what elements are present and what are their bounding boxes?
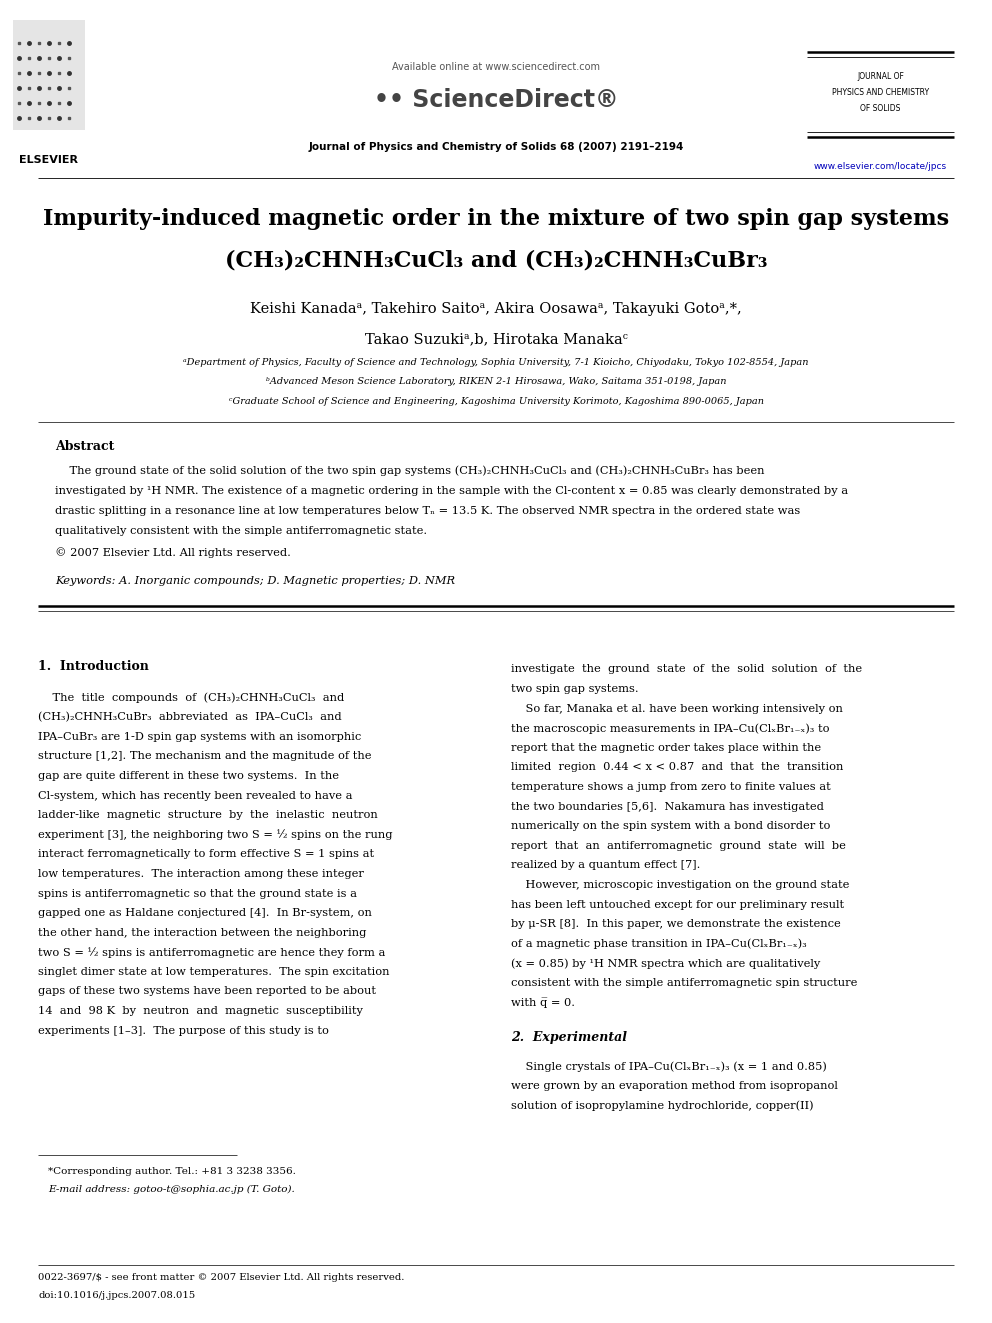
Text: singlet dimer state at low temperatures.  The spin excitation: singlet dimer state at low temperatures.… <box>38 967 390 976</box>
Text: of a magnetic phase transition in IPA–Cu(ClₓBr₁₋ₓ)₃: of a magnetic phase transition in IPA–Cu… <box>511 939 806 950</box>
Text: ᶜGraduate School of Science and Engineering, Kagoshima University Korimoto, Kago: ᶜGraduate School of Science and Engineer… <box>228 397 764 406</box>
Text: www.elsevier.com/locate/jpcs: www.elsevier.com/locate/jpcs <box>814 161 947 171</box>
Text: structure [1,2]. The mechanism and the magnitude of the: structure [1,2]. The mechanism and the m… <box>38 751 371 761</box>
Text: E-mail address: gotoo-t@sophia.ac.jp (T. Goto).: E-mail address: gotoo-t@sophia.ac.jp (T.… <box>48 1185 295 1195</box>
Text: IPA–CuBr₃ are 1-D spin gap systems with an isomorphic: IPA–CuBr₃ are 1-D spin gap systems with … <box>38 732 361 742</box>
Text: low temperatures.  The interaction among these integer: low temperatures. The interaction among … <box>38 869 364 878</box>
Text: (x = 0.85) by ¹H NMR spectra which are qualitatively: (x = 0.85) by ¹H NMR spectra which are q… <box>511 958 820 968</box>
Text: The  title  compounds  of  (CH₃)₂CHNH₃CuCl₃  and: The title compounds of (CH₃)₂CHNH₃CuCl₃ … <box>38 692 344 703</box>
Text: the two boundaries [5,6].  Nakamura has investigated: the two boundaries [5,6]. Nakamura has i… <box>511 802 824 812</box>
Text: JOURNAL OF: JOURNAL OF <box>857 71 904 81</box>
Text: gap are quite different in these two systems.  In the: gap are quite different in these two sys… <box>38 771 339 781</box>
Text: So far, Manaka et al. have been working intensively on: So far, Manaka et al. have been working … <box>511 704 843 713</box>
Text: PHYSICS AND CHEMISTRY: PHYSICS AND CHEMISTRY <box>832 89 930 97</box>
Text: solution of isopropylamine hydrochloride, copper(II): solution of isopropylamine hydrochloride… <box>511 1101 813 1111</box>
Text: qualitatively consistent with the simple antiferromagnetic state.: qualitatively consistent with the simple… <box>55 527 428 537</box>
Text: drastic splitting in a resonance line at low temperatures below Tₙ = 13.5 K. The: drastic splitting in a resonance line at… <box>55 505 801 516</box>
Text: experiments [1–3].  The purpose of this study is to: experiments [1–3]. The purpose of this s… <box>38 1025 329 1036</box>
Text: by μ-SR [8].  In this paper, we demonstrate the existence: by μ-SR [8]. In this paper, we demonstra… <box>511 919 841 929</box>
Text: © 2007 Elsevier Ltd. All rights reserved.: © 2007 Elsevier Ltd. All rights reserved… <box>55 546 291 558</box>
Text: (CH₃)₂CHNH₃CuCl₃ and (CH₃)₂CHNH₃CuBr₃: (CH₃)₂CHNH₃CuCl₃ and (CH₃)₂CHNH₃CuBr₃ <box>225 250 767 273</box>
Text: has been left untouched except for our preliminary result: has been left untouched except for our p… <box>511 900 844 910</box>
Text: the other hand, the interaction between the neighboring: the other hand, the interaction between … <box>38 927 366 938</box>
Text: realized by a quantum effect [7].: realized by a quantum effect [7]. <box>511 860 700 871</box>
Text: However, microscopic investigation on the ground state: However, microscopic investigation on th… <box>511 880 849 890</box>
Text: Available online at www.sciencedirect.com: Available online at www.sciencedirect.co… <box>392 62 600 71</box>
Text: The ground state of the solid solution of the two spin gap systems (CH₃)₂CHNH₃Cu: The ground state of the solid solution o… <box>55 464 765 475</box>
Text: interact ferromagnetically to form effective S = 1 spins at: interact ferromagnetically to form effec… <box>38 849 374 860</box>
Text: (CH₃)₂CHNH₃CuBr₃  abbreviated  as  IPA–CuCl₃  and: (CH₃)₂CHNH₃CuBr₃ abbreviated as IPA–CuCl… <box>38 712 341 722</box>
Text: investigate  the  ground  state  of  the  solid  solution  of  the: investigate the ground state of the soli… <box>511 664 862 675</box>
Text: ᵇAdvanced Meson Science Laboratory, RIKEN 2-1 Hirosawa, Wako, Saitama 351-0198, : ᵇAdvanced Meson Science Laboratory, RIKE… <box>266 377 726 386</box>
Text: report that the magnetic order takes place within the: report that the magnetic order takes pla… <box>511 744 821 753</box>
Text: investigated by ¹H NMR. The existence of a magnetic ordering in the sample with : investigated by ¹H NMR. The existence of… <box>55 486 848 496</box>
Text: gapped one as Haldane conjectured [4].  In Br-system, on: gapped one as Haldane conjectured [4]. I… <box>38 908 372 918</box>
Text: two S = ½ spins is antiferromagnetic are hence they form a: two S = ½ spins is antiferromagnetic are… <box>38 947 385 958</box>
Text: Abstract: Abstract <box>55 441 114 452</box>
Text: numerically on the spin system with a bond disorder to: numerically on the spin system with a bo… <box>511 822 830 831</box>
Text: spins is antiferromagnetic so that the ground state is a: spins is antiferromagnetic so that the g… <box>38 889 357 898</box>
Text: consistent with the simple antiferromagnetic spin structure: consistent with the simple antiferromagn… <box>511 978 857 988</box>
Text: with q̅ = 0.: with q̅ = 0. <box>511 998 575 1008</box>
Text: ELSEVIER: ELSEVIER <box>19 155 77 165</box>
Text: Keishi Kanadaᵃ, Takehiro Saitoᵃ, Akira Oosawaᵃ, Takayuki Gotoᵃ,*,: Keishi Kanadaᵃ, Takehiro Saitoᵃ, Akira O… <box>250 302 742 316</box>
Text: the macroscopic measurements in IPA–Cu(ClₓBr₁₋ₓ)₃ to: the macroscopic measurements in IPA–Cu(C… <box>511 724 829 734</box>
Text: 2.  Experimental: 2. Experimental <box>511 1032 627 1044</box>
Text: temperature shows a jump from zero to finite values at: temperature shows a jump from zero to fi… <box>511 782 830 792</box>
Text: Impurity-induced magnetic order in the mixture of two spin gap systems: Impurity-induced magnetic order in the m… <box>43 208 949 230</box>
Text: experiment [3], the neighboring two S = ½ spins on the rung: experiment [3], the neighboring two S = … <box>38 830 393 840</box>
Text: report  that  an  antiferromagnetic  ground  state  will  be: report that an antiferromagnetic ground … <box>511 841 846 851</box>
Text: *Corresponding author. Tel.: +81 3 3238 3356.: *Corresponding author. Tel.: +81 3 3238 … <box>48 1167 296 1176</box>
Text: two spin gap systems.: two spin gap systems. <box>511 684 639 695</box>
Text: ᵃDepartment of Physics, Faculty of Science and Technology, Sophia University, 7-: ᵃDepartment of Physics, Faculty of Scien… <box>184 359 808 366</box>
Text: Single crystals of IPA–Cu(ClₓBr₁₋ₓ)₃ (x = 1 and 0.85): Single crystals of IPA–Cu(ClₓBr₁₋ₓ)₃ (x … <box>511 1061 827 1072</box>
Text: OF SOLIDS: OF SOLIDS <box>860 105 901 112</box>
Text: 0022-3697/$ - see front matter © 2007 Elsevier Ltd. All rights reserved.: 0022-3697/$ - see front matter © 2007 El… <box>38 1273 405 1282</box>
Text: Takao Suzukiᵃ,b, Hirotaka Manakaᶜ: Takao Suzukiᵃ,b, Hirotaka Manakaᶜ <box>365 332 627 347</box>
Text: 1.  Introduction: 1. Introduction <box>38 660 149 673</box>
Text: Keywords: A. Inorganic compounds; D. Magnetic properties; D. NMR: Keywords: A. Inorganic compounds; D. Mag… <box>55 576 455 586</box>
Text: were grown by an evaporation method from isopropanol: were grown by an evaporation method from… <box>511 1081 838 1091</box>
Text: Cl-system, which has recently been revealed to have a: Cl-system, which has recently been revea… <box>38 791 352 800</box>
Text: 14  and  98 K  by  neutron  and  magnetic  susceptibility: 14 and 98 K by neutron and magnetic susc… <box>38 1005 363 1016</box>
Text: gaps of these two systems have been reported to be about: gaps of these two systems have been repo… <box>38 987 376 996</box>
Bar <box>13 20 85 130</box>
Text: Journal of Physics and Chemistry of Solids 68 (2007) 2191–2194: Journal of Physics and Chemistry of Soli… <box>309 142 683 152</box>
Text: ladder-like  magnetic  structure  by  the  inelastic  neutron: ladder-like magnetic structure by the in… <box>38 810 378 820</box>
Text: doi:10.1016/j.jpcs.2007.08.015: doi:10.1016/j.jpcs.2007.08.015 <box>38 1291 195 1301</box>
Text: limited  region  0.44 < x < 0.87  and  that  the  transition: limited region 0.44 < x < 0.87 and that … <box>511 762 843 773</box>
Text: •• ScienceDirect®: •• ScienceDirect® <box>374 89 618 112</box>
